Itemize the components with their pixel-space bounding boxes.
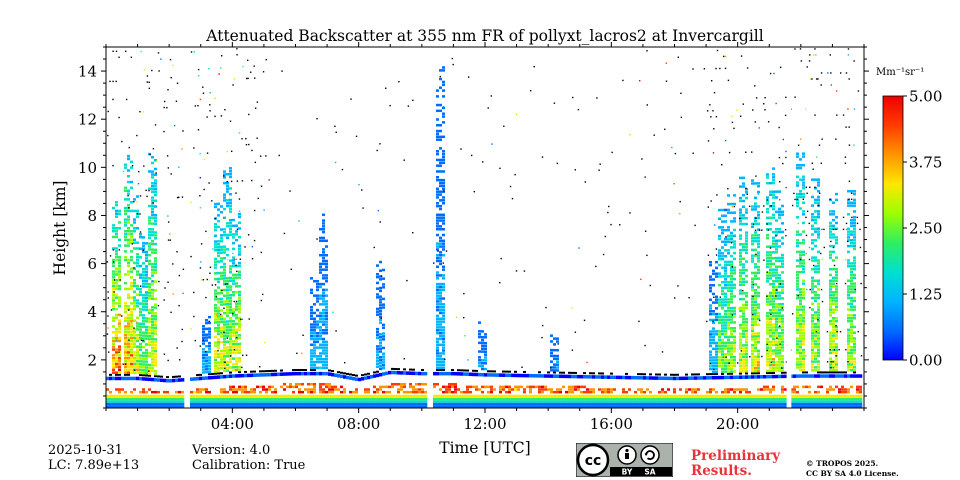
- y-tick-label: 6: [87, 255, 97, 273]
- y-tick-label: 8: [87, 207, 97, 225]
- preliminary-line-2: Results.: [691, 463, 752, 479]
- footer-version: Version: 4.0: [192, 443, 271, 458]
- colorbar-tick-label: 0.00: [909, 352, 942, 370]
- badge-by-label: BY: [622, 468, 633, 477]
- x-tick-label: 12:00: [463, 415, 506, 433]
- x-tick-label: 04:00: [211, 415, 254, 433]
- plot-area: [106, 47, 863, 408]
- share-alike-icon: [640, 445, 660, 465]
- y-tick-label: 4: [87, 303, 97, 321]
- y-axis-label: Height [km]: [51, 181, 69, 276]
- colorbar-gradient: [882, 95, 904, 361]
- copyright-line-2: CC BY SA 4.0 License.: [806, 469, 899, 478]
- colorbar: Mm⁻¹sr⁻¹ 0.00 1.25 2.50 3.75 5.00: [876, 67, 942, 370]
- colorbar-tick-label: 5.00: [909, 88, 942, 106]
- y-tick-label: 12: [78, 111, 97, 129]
- colorbar-tick-label: 3.75: [909, 154, 942, 172]
- cc-icon-text: cc: [585, 453, 602, 469]
- footer-calibration: Calibration: True: [192, 458, 306, 473]
- y-axis: 2 4 6 8 10 12 14: [78, 46, 869, 409]
- colorbar-tick-label: 1.25: [909, 286, 942, 304]
- footer-date: 2025-10-31: [48, 443, 123, 458]
- x-tick-label: 08:00: [337, 415, 380, 433]
- cc-icon: [576, 443, 610, 477]
- cc-by-sa-license-badge: cc BY SA: [576, 443, 673, 477]
- y-tick-label: 10: [78, 159, 97, 177]
- footer-version-block: Version: 4.0 Calibration: True: [192, 443, 305, 473]
- chart-title: Attenuated Backscatter at 355 nm FR of p…: [205, 27, 763, 45]
- badge-sa-label: SA: [644, 468, 655, 477]
- x-axis-label: Time [UTC]: [439, 439, 530, 457]
- x-tick-label: 16:00: [590, 415, 633, 433]
- colorbar-tick-label: 2.50: [909, 220, 942, 238]
- copyright-note: © TROPOS 2025. CC BY SA 4.0 License.: [806, 459, 899, 479]
- preliminary-results-note: Preliminary Results.: [691, 449, 780, 479]
- preliminary-line-1: Preliminary: [691, 448, 781, 464]
- x-axis: 04:00 08:00 12:00 16:00 20:00: [105, 42, 865, 433]
- colorbar-unit-label: Mm⁻¹sr⁻¹: [876, 67, 924, 78]
- copyright-line-1: © TROPOS 2025.: [806, 459, 879, 468]
- footer-lc: LC: 7.89e+13: [48, 458, 140, 473]
- x-tick-label: 20:00: [716, 415, 759, 433]
- y-tick-label: 14: [78, 63, 97, 81]
- footer-date-block: 2025-10-31 LC: 7.89e+13: [48, 443, 139, 473]
- y-tick-label: 2: [87, 351, 97, 369]
